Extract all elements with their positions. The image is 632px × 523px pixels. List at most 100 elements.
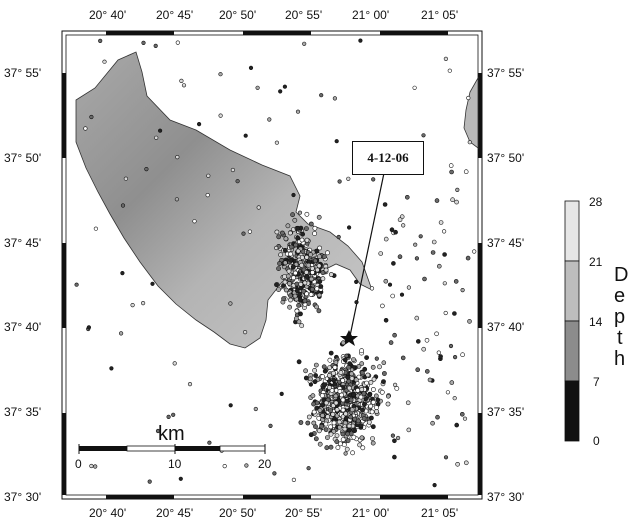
earthquake-point bbox=[381, 360, 387, 366]
earthquake-point bbox=[316, 254, 322, 259]
earthquake-point bbox=[380, 303, 385, 309]
earthquake-point bbox=[364, 380, 369, 386]
earthquake-point bbox=[424, 337, 430, 343]
earthquake-point bbox=[314, 267, 320, 273]
earthquake-point bbox=[313, 362, 319, 368]
earthquake-point bbox=[443, 310, 448, 316]
earthquake-point bbox=[321, 364, 327, 370]
earthquake-point bbox=[154, 135, 159, 140]
earthquake-point bbox=[377, 364, 382, 370]
earthquake-point bbox=[276, 234, 282, 240]
earthquake-point bbox=[291, 192, 296, 198]
earthquake-point bbox=[442, 281, 447, 286]
earthquake-point bbox=[390, 293, 396, 299]
earthquake-point bbox=[355, 418, 361, 424]
earthquake-point bbox=[179, 78, 184, 83]
lat-label-left: 37° 30' bbox=[4, 490, 42, 504]
earthquake-point bbox=[141, 40, 146, 46]
earthquake-point bbox=[392, 332, 397, 338]
earthquake-point bbox=[359, 370, 365, 376]
earthquake-point bbox=[379, 389, 385, 395]
earthquake-point bbox=[93, 464, 98, 469]
earthquake-point bbox=[385, 401, 391, 407]
earthquake-point bbox=[308, 221, 314, 227]
earthquake-point bbox=[244, 463, 249, 468]
earthquake-point bbox=[288, 257, 293, 263]
earthquake-point bbox=[316, 415, 322, 421]
annotation-pointer bbox=[349, 172, 385, 337]
earthquake-point bbox=[310, 269, 315, 275]
earthquake-point bbox=[348, 397, 354, 403]
lat-label-left: 37° 50' bbox=[4, 151, 42, 165]
earthquake-point bbox=[308, 432, 314, 438]
earthquake-point bbox=[282, 274, 287, 279]
earthquake-point bbox=[298, 281, 304, 287]
earthquake-point bbox=[366, 419, 372, 425]
earthquake-point bbox=[328, 408, 333, 413]
earthquake-point bbox=[392, 454, 397, 460]
earthquake-point bbox=[296, 359, 302, 365]
earthquake-point bbox=[344, 398, 350, 404]
earthquake-point bbox=[319, 423, 325, 429]
earthquake-point bbox=[293, 242, 299, 248]
earthquake-point bbox=[460, 352, 465, 358]
earthquake-point bbox=[278, 252, 283, 258]
earthquake-point bbox=[373, 393, 379, 399]
earthquake-point bbox=[330, 411, 336, 417]
earthquake-point bbox=[120, 271, 125, 276]
earthquake-point bbox=[463, 460, 469, 466]
lat-label-right: 37° 30' bbox=[487, 490, 525, 504]
earthquake-point bbox=[431, 239, 437, 245]
earthquake-point bbox=[447, 68, 452, 73]
earthquake-point bbox=[86, 325, 91, 330]
earthquake-point bbox=[272, 471, 277, 476]
depth-colorbar bbox=[564, 200, 580, 442]
lon-label-bottom: 20° 55' bbox=[285, 506, 323, 520]
earthquake-point bbox=[313, 436, 319, 442]
earthquake-point bbox=[98, 38, 103, 44]
earthquake-point bbox=[336, 234, 341, 240]
earthquake-point bbox=[352, 428, 357, 434]
earthquake-point bbox=[281, 296, 286, 302]
earthquake-point bbox=[274, 282, 279, 288]
earthquake-point bbox=[363, 396, 369, 401]
earthquake-point bbox=[175, 155, 180, 160]
depth-title-letter: t bbox=[617, 327, 623, 349]
earthquake-point bbox=[287, 304, 292, 310]
earthquake-point bbox=[401, 223, 406, 228]
earthquake-point bbox=[351, 434, 357, 440]
earthquake-point bbox=[322, 382, 328, 387]
earthquake-point bbox=[347, 225, 352, 230]
earthquake-point bbox=[300, 231, 305, 237]
earthquake-point bbox=[357, 442, 362, 448]
earthquake-point bbox=[243, 133, 248, 138]
earthquake-point bbox=[283, 287, 289, 293]
earthquake-point bbox=[109, 366, 114, 371]
earthquake-point bbox=[288, 251, 293, 257]
earthquake-point bbox=[314, 405, 320, 411]
earthquake-point bbox=[421, 346, 427, 352]
earthquake-point bbox=[297, 210, 303, 215]
scale-tick-label: 20 bbox=[258, 457, 272, 471]
earthquake-point bbox=[141, 301, 146, 306]
lon-label-bottom: 20° 45' bbox=[156, 506, 194, 520]
earthquake-point bbox=[338, 370, 344, 375]
earthquake-point bbox=[299, 323, 305, 329]
earthquake-point bbox=[374, 409, 379, 414]
earthquake-point bbox=[370, 387, 376, 392]
earthquake-point bbox=[320, 276, 326, 282]
earthquake-point bbox=[412, 85, 417, 90]
earthquake-point bbox=[467, 319, 472, 324]
earthquake-point bbox=[334, 139, 339, 144]
earthquake-point bbox=[399, 292, 405, 297]
earthquake-point bbox=[303, 269, 309, 275]
earthquake-point bbox=[367, 392, 373, 398]
earthquake-point bbox=[291, 275, 296, 281]
earthquake-point bbox=[333, 393, 339, 399]
earthquake-point bbox=[308, 252, 313, 258]
depth-title-letter: D bbox=[614, 264, 629, 286]
earthquake-point bbox=[369, 286, 375, 291]
earthquake-point bbox=[387, 282, 393, 287]
earthquake-point bbox=[295, 109, 301, 114]
earthquake-point bbox=[328, 424, 333, 430]
